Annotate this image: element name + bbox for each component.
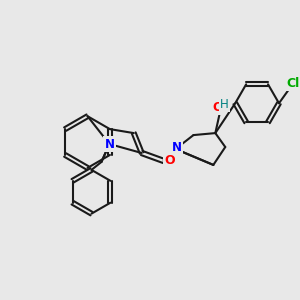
Text: O: O (212, 101, 223, 114)
Text: N: N (172, 140, 182, 154)
Text: O: O (164, 154, 175, 167)
Text: Cl: Cl (286, 77, 299, 90)
Text: N: N (104, 137, 114, 151)
Text: H: H (220, 98, 229, 111)
